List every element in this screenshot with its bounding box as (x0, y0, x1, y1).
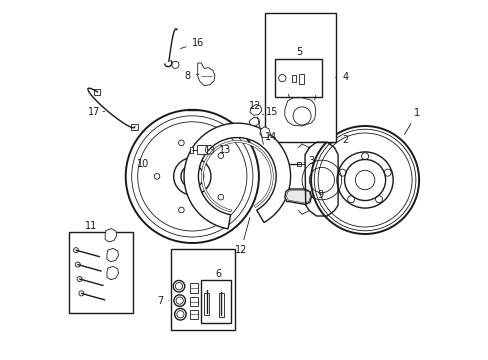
Text: 17: 17 (88, 107, 104, 117)
Text: 5: 5 (296, 47, 302, 57)
Bar (170, 249, 234, 330)
Bar (190, 310, 198, 319)
Text: 10: 10 (137, 159, 149, 169)
Bar (265, 13, 335, 142)
Polygon shape (284, 189, 311, 204)
Bar (200, 280, 231, 323)
Text: 9: 9 (311, 190, 323, 200)
Bar (94, 89, 100, 95)
Bar (190, 297, 198, 306)
Wedge shape (183, 123, 290, 229)
Polygon shape (260, 127, 270, 138)
Bar (218, 293, 223, 317)
Bar (204, 293, 209, 315)
Text: 11: 11 (85, 221, 98, 231)
Text: 1: 1 (404, 108, 420, 134)
Polygon shape (286, 190, 310, 203)
Text: 15: 15 (262, 107, 278, 117)
Text: 4: 4 (335, 72, 347, 82)
Text: 14: 14 (264, 132, 276, 142)
Bar (69, 232, 133, 313)
Text: 12: 12 (234, 217, 249, 255)
Polygon shape (107, 266, 118, 280)
Wedge shape (201, 140, 273, 212)
Bar (189, 147, 193, 153)
Polygon shape (197, 63, 215, 86)
Text: 8: 8 (184, 71, 199, 81)
Circle shape (186, 171, 197, 182)
Polygon shape (249, 104, 261, 115)
Text: 7: 7 (157, 296, 168, 306)
Polygon shape (105, 229, 117, 242)
Polygon shape (107, 248, 118, 262)
Bar (297, 162, 301, 166)
Text: 13: 13 (211, 145, 230, 155)
Bar (291, 75, 296, 82)
Text: 12: 12 (248, 101, 263, 144)
Polygon shape (249, 117, 259, 126)
Text: 2: 2 (329, 135, 348, 145)
Bar (131, 124, 137, 130)
Text: 6: 6 (215, 269, 221, 279)
Circle shape (355, 170, 374, 190)
Polygon shape (284, 98, 315, 126)
Bar (197, 145, 206, 154)
Bar (298, 74, 303, 84)
Bar (275, 59, 321, 97)
Text: 16: 16 (180, 38, 203, 49)
Text: 3: 3 (303, 156, 313, 166)
Bar (189, 283, 197, 293)
